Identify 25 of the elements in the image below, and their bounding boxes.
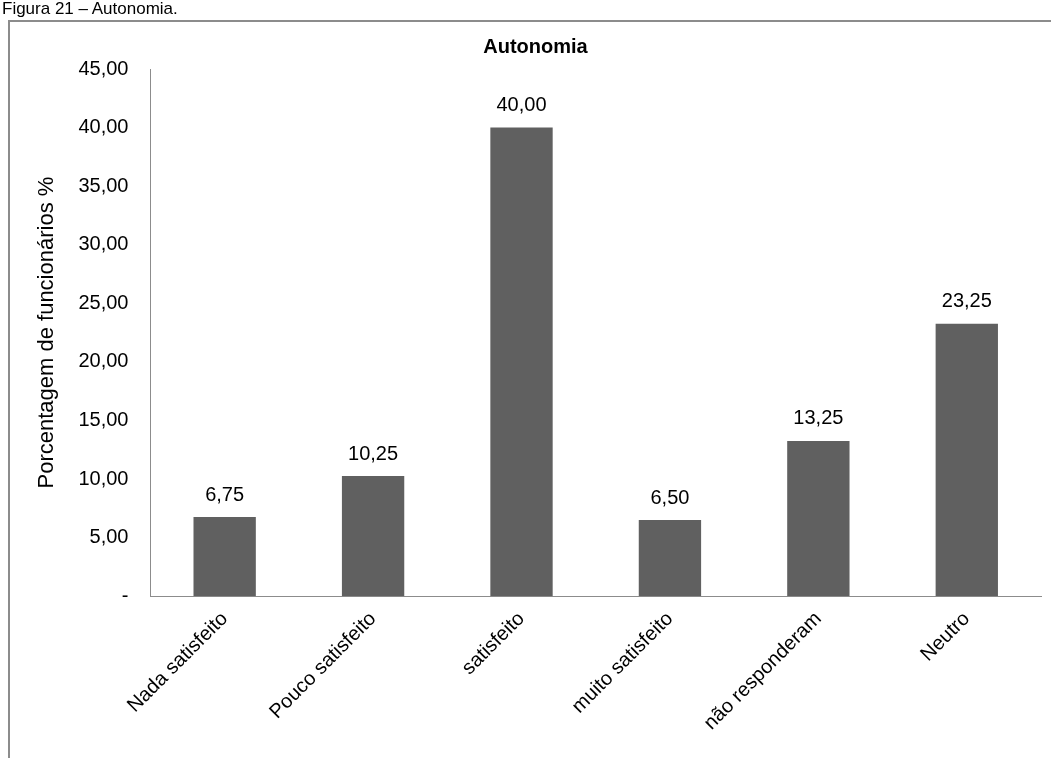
- bar: [638, 520, 702, 597]
- y-tick-label: 20,00: [78, 349, 129, 372]
- y-tick-label: 15,00: [78, 407, 129, 430]
- y-axis-title: Porcentagem de funcionários %: [33, 176, 59, 489]
- y-tick-label: 35,00: [78, 173, 129, 196]
- chart-title: Autonomia: [483, 34, 589, 57]
- text: Figura 21 – Autonomia.: [2, 0, 178, 18]
- bar: [193, 517, 256, 597]
- y-tick-label: 30,00: [78, 232, 129, 255]
- y-tick-label: 45,00: [78, 56, 129, 79]
- y-tick-label: -: [121, 583, 129, 606]
- y-tick-label: 5,00: [89, 525, 129, 548]
- y-tick-label: 25,00: [78, 290, 129, 313]
- y-tick-label: 40,00: [78, 115, 129, 138]
- y-tick-label: 10,00: [78, 466, 129, 489]
- data-label: 13,25: [793, 406, 844, 429]
- bar: [341, 476, 405, 597]
- bar: [787, 440, 850, 597]
- data-label: 23,25: [941, 289, 992, 312]
- bar: [935, 323, 998, 597]
- data-label: 6,75: [205, 482, 245, 505]
- data-label: 6,50: [650, 485, 690, 508]
- data-label: 10,25: [348, 441, 399, 464]
- data-label: 40,00: [496, 93, 547, 116]
- bar: [490, 127, 553, 597]
